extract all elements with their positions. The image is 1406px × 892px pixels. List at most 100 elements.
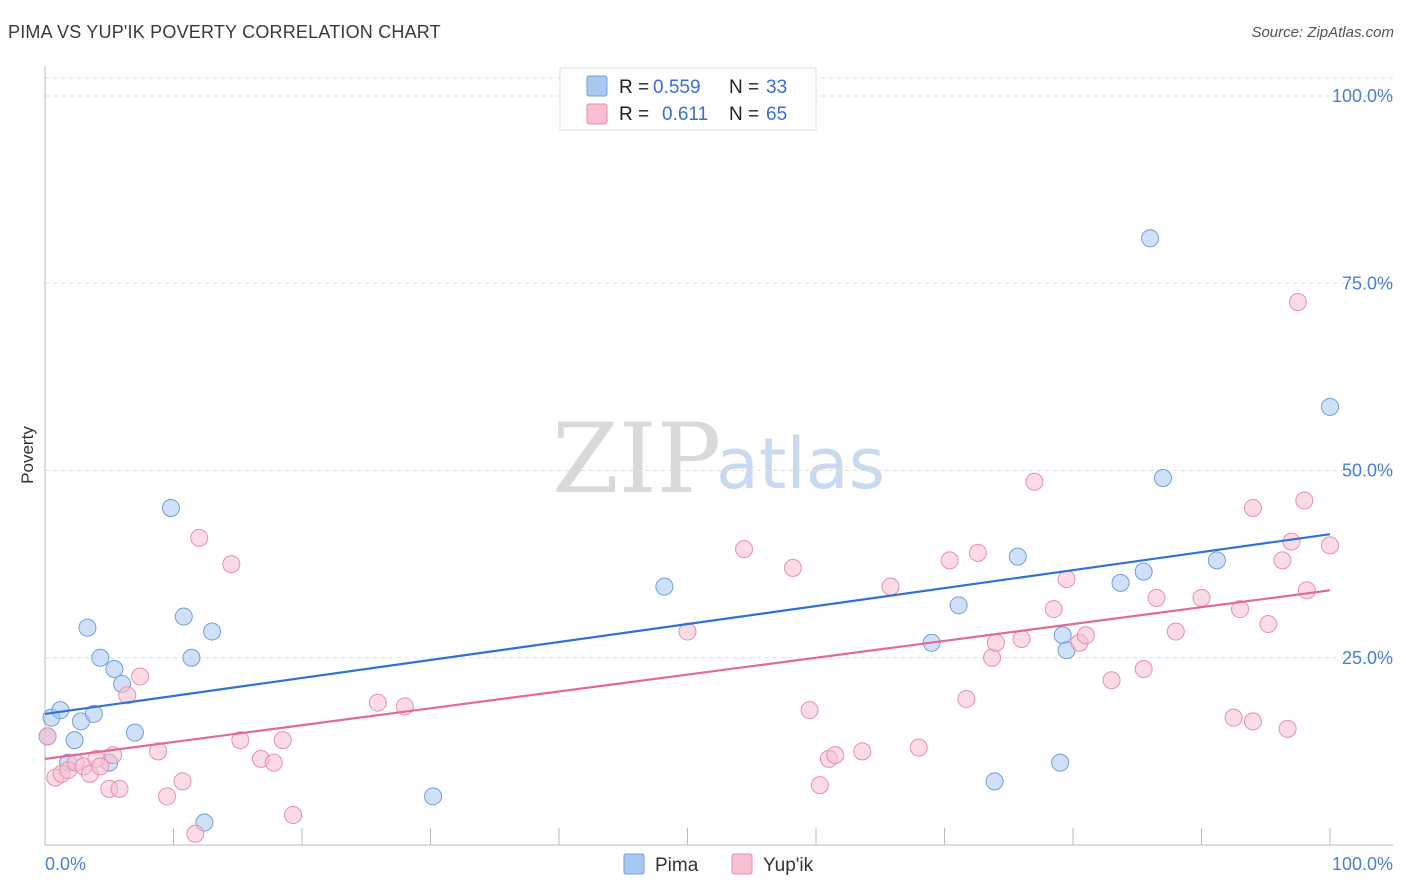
pima-point <box>1321 397 1339 416</box>
watermark-atlas: atlas <box>716 423 885 505</box>
yupik-point <box>1243 498 1262 517</box>
watermark: ZIP atlas <box>552 403 885 515</box>
y-tick-labels: 25.0% 50.0% 75.0% 100.0% <box>1332 86 1393 668</box>
pima-point <box>949 596 968 615</box>
yupik-point <box>1288 292 1307 311</box>
pima-point <box>1134 562 1153 581</box>
pima-trend-line <box>44 533 1331 716</box>
yupik-point <box>1134 659 1153 678</box>
yupik-point <box>1012 630 1031 649</box>
correlation-legend: R = 0.559 N = 33 R = 0.611 N = 65 <box>559 67 817 131</box>
yupik-point <box>735 540 754 559</box>
y-tick-label: 25.0% <box>1342 648 1393 668</box>
yupik-point <box>118 686 137 705</box>
yupik-point <box>284 806 303 825</box>
legend-r-value-yupik: 0.611 <box>662 104 708 125</box>
yupik-point <box>909 738 928 757</box>
yupik-point <box>1057 570 1076 589</box>
pima-point <box>65 731 84 750</box>
pima-point <box>182 648 201 667</box>
yupik-point <box>186 824 205 843</box>
series-legend: Pima Yup'ik <box>623 853 814 876</box>
legend-n-value-pima: 33 <box>766 77 787 98</box>
yupik-point <box>231 731 250 750</box>
grid <box>45 77 1393 659</box>
yupik-point <box>131 667 150 686</box>
x-tick-label: 0.0% <box>45 854 86 874</box>
yupik-point <box>940 551 959 570</box>
legend-n-label-yupik: N = <box>729 104 759 125</box>
yupik-point <box>91 757 110 776</box>
yupik-trend-line <box>44 589 1331 760</box>
pima-point <box>1141 229 1160 248</box>
yupik-point <box>826 746 845 765</box>
yupik-point <box>1231 600 1250 619</box>
series-legend-label-pima: Pima <box>655 855 699 876</box>
yupik-point <box>273 731 292 750</box>
pima-point <box>985 772 1004 791</box>
yupik-point <box>983 648 1002 667</box>
y-axis-title: Poverty <box>18 426 37 484</box>
x-tick-label: 100.0% <box>1332 854 1393 874</box>
y-tick-label: 50.0% <box>1342 461 1393 481</box>
data-points <box>38 229 1339 843</box>
yupik-point <box>881 577 900 596</box>
yupik-point <box>149 742 168 761</box>
yupik-point <box>1297 581 1316 600</box>
pima-point <box>1111 573 1130 592</box>
yupik-point <box>158 787 177 806</box>
watermark-zip: ZIP <box>552 403 721 515</box>
yupik-point <box>1147 588 1166 607</box>
yupik-point <box>1192 588 1211 607</box>
legend-n-label-pima: N = <box>729 77 759 98</box>
pima-point <box>105 659 124 678</box>
pima-point <box>1053 626 1072 645</box>
yupik-point <box>968 543 987 562</box>
yupik-point <box>783 558 802 577</box>
yupik-point <box>190 528 209 547</box>
yupik-point <box>810 776 829 795</box>
pima-point <box>1008 547 1027 566</box>
pima-point <box>1051 753 1070 772</box>
series-legend-swatch-pima <box>623 853 645 875</box>
legend-swatch-yupik <box>586 103 608 125</box>
yupik-point <box>1025 472 1044 491</box>
yupik-point <box>1259 615 1278 634</box>
yupik-point <box>1273 551 1292 570</box>
pima-point <box>174 607 193 626</box>
yupik-point <box>1166 622 1185 641</box>
legend-r-label-pima: R = <box>619 77 649 98</box>
y-tick-label: 100.0% <box>1332 86 1393 106</box>
yupik-point <box>986 633 1005 652</box>
chart-title: PIMA VS YUP'IK POVERTY CORRELATION CHART <box>8 22 441 42</box>
yupik-point <box>1076 626 1095 645</box>
yupik-point <box>1044 600 1063 619</box>
pima-point <box>84 704 103 723</box>
pima-point <box>78 618 97 637</box>
x-tick-labels: 0.0% 100.0% <box>45 854 1393 874</box>
legend-swatch-pima <box>586 75 608 97</box>
yupik-point <box>173 772 192 791</box>
trend-lines <box>44 533 1331 760</box>
yupik-point <box>800 701 819 720</box>
yupik-point <box>264 753 283 772</box>
pima-point <box>125 723 144 742</box>
yupik-point <box>957 689 976 708</box>
yupik-point <box>368 693 387 712</box>
pima-point <box>1153 468 1172 487</box>
yupik-point <box>1295 491 1314 510</box>
pima-point <box>203 622 222 641</box>
source-credit: Source: ZipAtlas.com <box>1251 24 1394 41</box>
pima-point <box>91 648 110 667</box>
pima-point <box>655 577 674 596</box>
yupik-point <box>1243 712 1262 731</box>
pima-point <box>424 787 443 806</box>
series-legend-label-yupik: Yup'ik <box>763 855 814 876</box>
yupik-point <box>1321 536 1339 555</box>
yupik-point <box>222 555 241 574</box>
yupik-point <box>110 779 129 798</box>
yupik-point <box>1278 719 1297 738</box>
legend-r-label-yupik: R = <box>619 104 649 125</box>
legend-r-value-pima: 0.559 <box>653 77 701 98</box>
